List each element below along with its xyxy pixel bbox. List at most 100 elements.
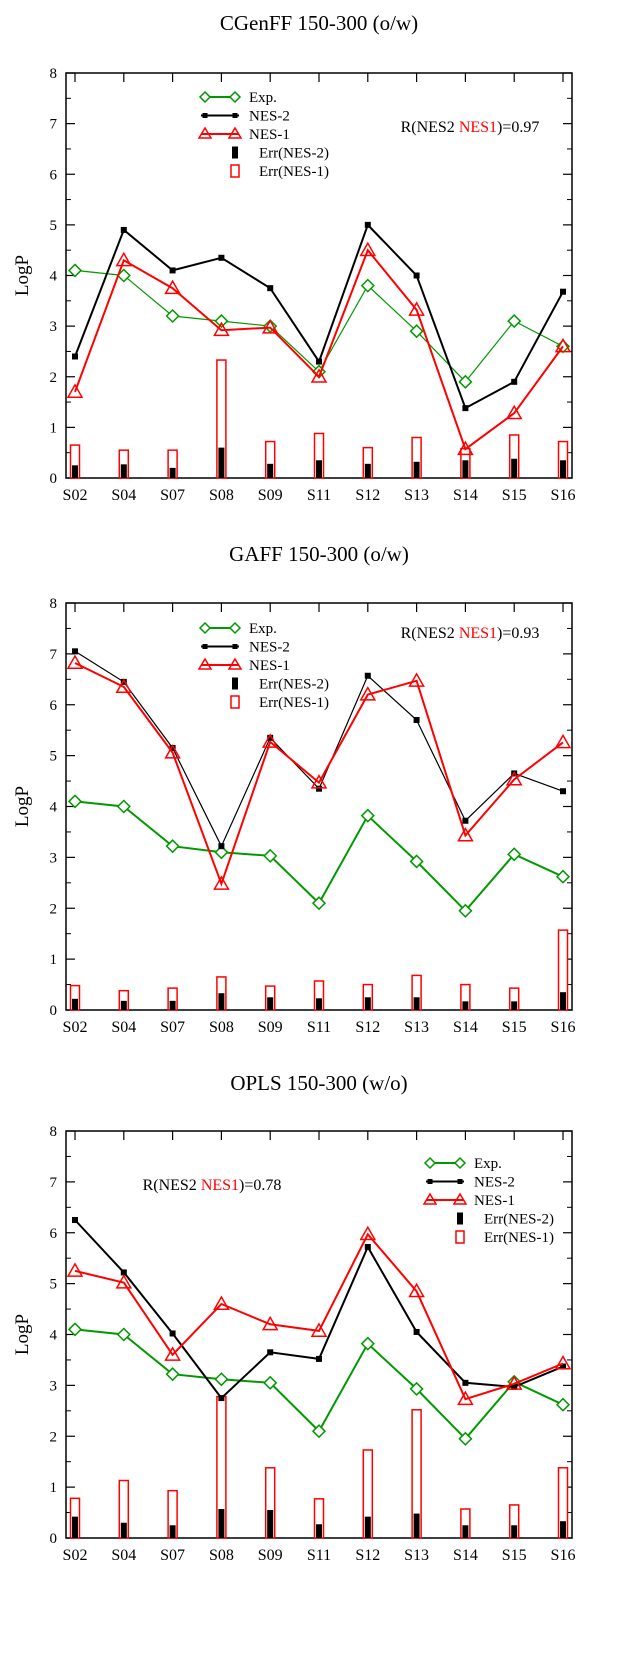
legend-label: Err(NES-2): [259, 677, 329, 693]
correlation-prefix: R(NES2: [401, 625, 459, 642]
point-nes1: [505, 404, 523, 420]
legend-swatch-nes2-marker: [202, 113, 208, 118]
point-nes2: [316, 785, 322, 792]
y-tick-label: 3: [50, 1378, 58, 1394]
point-exp: [409, 324, 424, 339]
point-exp: [263, 848, 278, 863]
x-tick-label: S16: [551, 487, 576, 504]
point-exp: [165, 1367, 180, 1382]
legend-swatch-nes1-marker: [422, 1192, 438, 1205]
bar-err-nes2: [218, 447, 225, 478]
point-exp: [116, 799, 131, 814]
legend-label: Exp.: [249, 621, 277, 637]
point-exp: [214, 314, 229, 329]
point-exp: [165, 308, 180, 324]
point-nes1: [66, 383, 84, 398]
y-tick-label: 3: [50, 850, 58, 866]
x-tick-label: S14: [453, 1547, 478, 1564]
legend-swatch-err-nes2: [232, 677, 238, 690]
point-exp: [67, 263, 83, 278]
legend-label: Err(NES-1): [259, 164, 329, 180]
y-tick-label: 7: [50, 647, 58, 663]
x-tick-label: S13: [404, 1019, 429, 1036]
point-nes1: [213, 875, 230, 890]
bar-err-nes2: [267, 1510, 274, 1538]
legend-swatch-nes1-marker: [452, 1192, 468, 1205]
correlation-annotation: R(NES2 NES1)=0.78: [143, 1177, 282, 1194]
bar-err-nes2: [169, 1000, 176, 1010]
legend-swatch-err-nes2: [232, 146, 238, 159]
point-nes1: [505, 1375, 523, 1390]
point-nes2: [560, 788, 566, 795]
legend-label: NES-1: [474, 1193, 515, 1209]
point-exp: [555, 869, 571, 884]
bar-err-nes2: [120, 1522, 127, 1538]
legend-label: NES-2: [249, 109, 290, 125]
y-tick-label: 5: [50, 218, 58, 234]
point-nes1: [408, 672, 425, 687]
line-nes2: [74, 1219, 564, 1400]
point-exp: [311, 896, 327, 911]
point-nes2: [120, 678, 127, 685]
point-nes1: [310, 368, 328, 383]
legend-swatch-nes1-marker: [227, 657, 243, 670]
y-axis-label: LogP: [12, 786, 33, 827]
point-nes2: [413, 1328, 420, 1335]
bar-err-nes2: [462, 460, 469, 478]
point-nes2: [462, 817, 469, 824]
point-exp: [458, 903, 473, 918]
point-exp: [165, 839, 180, 854]
x-tick-label: S07: [160, 1547, 185, 1564]
point-exp: [555, 1397, 571, 1412]
point-nes1: [115, 1274, 133, 1289]
correlation-suffix: )=0.93: [497, 625, 539, 642]
point-nes1: [408, 301, 425, 316]
bar-err-nes2: [560, 460, 566, 478]
x-tick-label: S14: [453, 487, 478, 504]
y-tick-label: 1: [50, 952, 58, 968]
point-exp: [116, 1327, 131, 1342]
x-tick-label: S12: [355, 487, 380, 504]
point-nes2: [267, 734, 274, 741]
bar-err-nes2: [413, 997, 420, 1010]
point-nes2: [169, 267, 176, 274]
point-nes1: [310, 774, 328, 789]
legend: Exp. NES-2 NES-1 Err(NES-2) Err(NES-1): [422, 1156, 554, 1246]
legend-swatch-exp-marker: [198, 90, 212, 104]
y-tick-label: 8: [50, 596, 58, 612]
legend-swatch-nes1-marker: [227, 126, 243, 139]
line-nes1: [74, 1232, 564, 1401]
x-tick-label: S11: [307, 487, 331, 504]
legend-swatch-err-nes1: [455, 1230, 465, 1244]
x-tick-label: S08: [209, 487, 234, 504]
point-nes1: [359, 241, 377, 257]
correlation-highlight: NES1: [201, 1177, 239, 1194]
point-nes1: [554, 337, 572, 353]
y-tick-label: 2: [50, 1429, 58, 1445]
chart-title: CGenFF 150-300 (o/w): [220, 11, 418, 35]
bar-err-nes2: [316, 460, 322, 478]
legend-swatch-err-nes2: [457, 1212, 463, 1225]
point-nes1: [213, 1295, 230, 1310]
point-nes2: [218, 843, 225, 850]
point-nes2: [316, 358, 322, 365]
x-tick-label: S15: [502, 1547, 527, 1564]
bar-err-nes2: [511, 1001, 518, 1010]
y-tick-label: 0: [50, 1531, 58, 1547]
x-tick-label: S08: [209, 1019, 234, 1036]
line-nes1: [74, 662, 564, 887]
legend-label: NES-1: [249, 658, 290, 674]
point-exp: [458, 1431, 473, 1446]
point-nes2: [120, 1269, 127, 1276]
bar-err-nes2: [462, 1001, 469, 1010]
legend-label: Err(NES-1): [484, 1230, 554, 1246]
point-exp: [263, 1375, 278, 1390]
x-tick-label: S15: [502, 1019, 527, 1036]
x-tick-label: S12: [355, 1019, 380, 1036]
y-tick-label: 2: [50, 370, 58, 386]
point-nes2: [169, 1330, 176, 1337]
point-nes2: [560, 1363, 566, 1370]
point-nes1: [115, 251, 133, 267]
point-nes1: [66, 654, 84, 670]
legend-label: Err(NES-2): [484, 1212, 554, 1228]
